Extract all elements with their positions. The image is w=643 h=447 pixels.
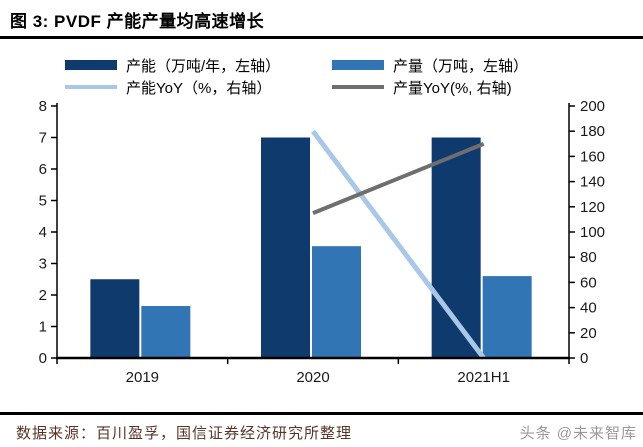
left-axis-tick-label: 7 [39,130,47,147]
title-divider [0,36,643,39]
output-yoy-line [312,141,485,215]
right-axis-tick-label: 0 [580,350,588,367]
left-axis-tick-label: 6 [39,161,47,178]
legend-label: 产量YoY(%, 右轴) [393,79,512,97]
legend-item-capacity: 产能（万吨/年，左轴） [65,55,332,76]
right-axis-tick-label: 140 [580,174,605,191]
left-axis-tick-label: 0 [39,350,47,367]
output-bar [482,276,532,358]
right-axis-tick-label: 20 [580,325,597,342]
right-axis-tick-label: 100 [580,224,605,241]
legend-item-output: 产量（万吨，左轴） [332,55,528,76]
left-axis-tick-label: 1 [39,319,47,336]
legend-item-output-yoy: 产量YoY(%, 右轴) [332,77,512,98]
data-source-note: 数据来源：百川盈孚，国信证券经济研究所整理 [16,426,353,442]
legend-item-capacity-yoy: 产能YoY（%，右轴） [65,77,332,98]
capacity-bar [90,279,140,358]
output-bar [312,246,361,358]
footer: 数据来源：百川盈孚，国信证券经济研究所整理 头条 @未来智库 [0,415,643,443]
chart-legend: 产能（万吨/年，左轴） 产量（万吨，左轴） 产能YoY（%，右轴） 产量YoY(… [0,39,643,97]
chart-area: 0 1 2 3 4 5 6 7 8 0 20 40 60 80 100 120 140 160 180 200 2019… [0,98,643,391]
capacity-bar-swatch [65,60,117,70]
output-bar-swatch [332,60,384,70]
left-axis-tick-label: 4 [39,224,47,241]
legend-label: 产能YoY（%，右轴） [126,79,272,97]
legend-row: 产能（万吨/年，左轴） 产量（万吨，左轴） [65,55,643,75]
watermark-text: 头条 @未来智库 [519,425,637,442]
left-axis-tick-label: 3 [39,256,47,273]
right-axis-tick-label: 60 [580,274,597,291]
right-axis-tick-label: 180 [580,123,605,140]
x-axis-category-label: 2021H1 [457,369,510,386]
figure-title: 图 3: PVDF 产能产量均高速增长 [10,12,265,31]
output-yoy-line-swatch [332,85,384,89]
capacity-yoy-line [311,129,486,360]
right-axis-tick-label: 160 [580,148,605,165]
x-axis-category-label: 2020 [296,369,329,386]
output-bar [141,306,191,358]
right-axis-tick-label: 40 [580,300,597,317]
legend-label: 产量（万吨，左轴） [393,57,529,75]
capacity-yoy-line-swatch [65,85,117,89]
right-axis-tick-label: 120 [580,199,605,216]
capacity-bar [261,137,310,358]
right-axis-tick-label: 80 [580,249,597,266]
x-axis-category-label: 2019 [126,369,159,386]
legend-label: 产能（万吨/年，左轴） [126,57,281,75]
left-axis-tick-label: 2 [39,287,47,304]
footer-divider [0,412,643,415]
right-axis-tick-label: 200 [580,99,605,115]
left-axis-tick-label: 8 [39,99,47,115]
legend-row: 产能YoY（%，右轴） 产量YoY(%, 右轴) [65,77,643,97]
combo-chart: 0123456780204060801001201401601802002019… [39,98,605,386]
left-axis-tick-label: 5 [39,193,47,210]
